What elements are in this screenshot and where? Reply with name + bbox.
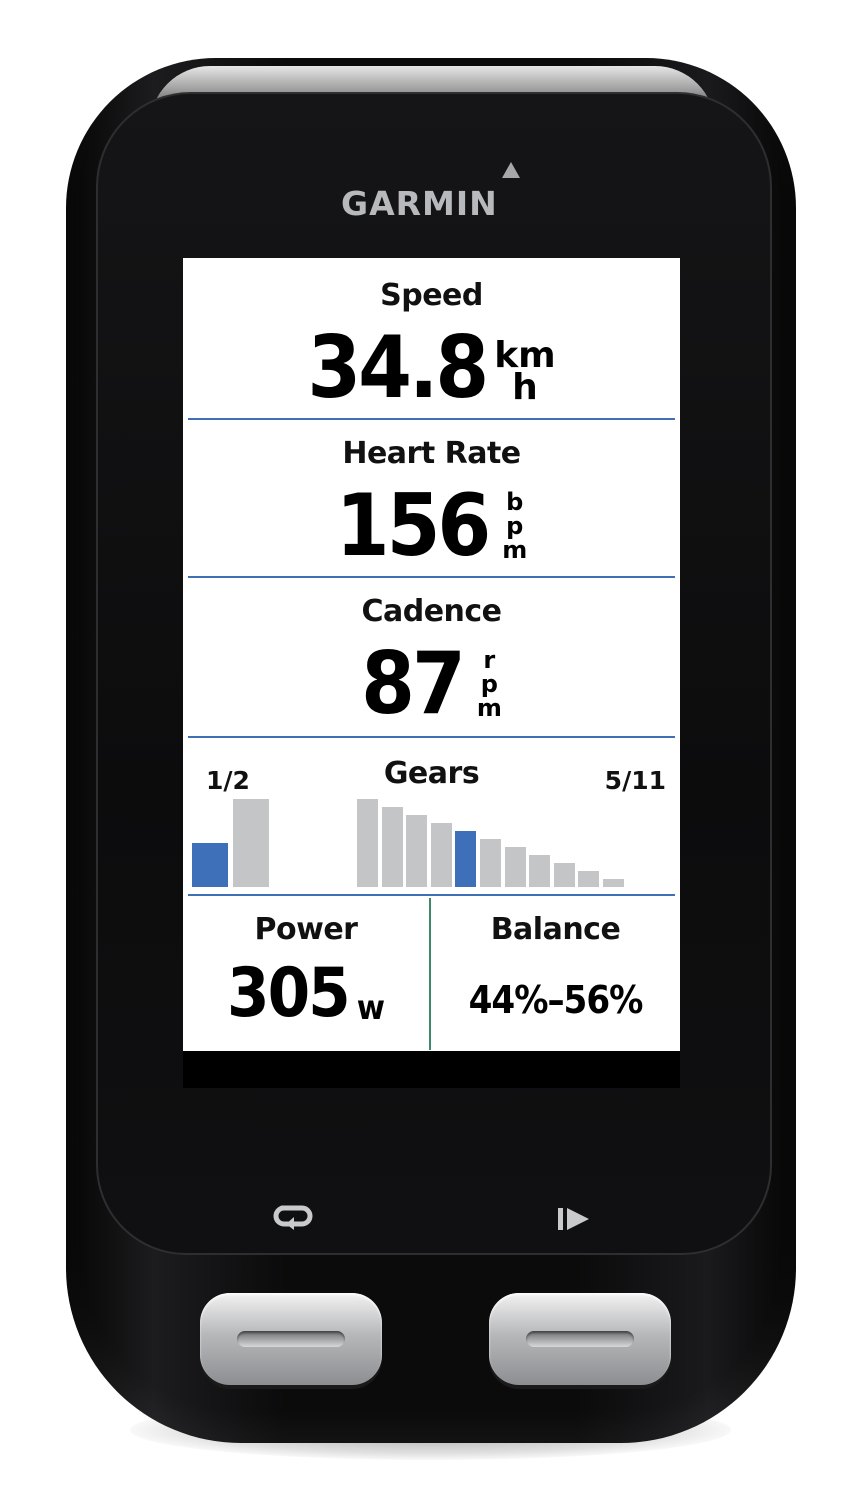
cadence-value: 87 xyxy=(361,634,466,734)
heart-rate-field[interactable]: Heart Rate 156 b p m xyxy=(183,420,680,576)
field-divider xyxy=(188,894,675,896)
field-divider xyxy=(188,736,675,738)
power-unit: w xyxy=(356,988,385,1028)
brand-logo: GARMIN xyxy=(341,184,498,223)
cadence-unit-letter: p xyxy=(480,670,498,698)
power-value: 305 xyxy=(227,954,351,1033)
data-screen[interactable]: Speed 34.8 km h Heart Rate 156 b p m xyxy=(183,258,680,1051)
display: Speed 34.8 km h Heart Rate 156 b p m xyxy=(183,258,680,1088)
power-field[interactable]: Power 305 w xyxy=(183,896,429,1050)
rear-gear-bar xyxy=(406,815,427,887)
cadence-field[interactable]: Cadence 87 r p m xyxy=(183,578,680,736)
cadence-label: Cadence xyxy=(361,594,502,629)
balance-label: Balance xyxy=(490,912,621,947)
cadence-unit-letter: m xyxy=(476,694,502,722)
rear-gear-bar xyxy=(529,855,550,887)
balance-value: 44%–56% xyxy=(468,978,644,1022)
rear-gear-bar xyxy=(554,863,575,887)
rear-gear-readout: 5/11 xyxy=(604,766,666,795)
speed-label: Speed xyxy=(380,278,483,313)
gear-bars xyxy=(183,778,680,887)
rear-gear-bar-selected xyxy=(455,831,476,887)
heart-rate-unit-letter: b xyxy=(506,488,524,516)
power-label: Power xyxy=(254,912,358,947)
lap-icon xyxy=(272,1203,314,1231)
button-groove xyxy=(526,1331,634,1347)
balance-field[interactable]: Balance 44%–56% xyxy=(431,896,680,1050)
field-divider xyxy=(188,576,675,578)
cadence-unit-letter: r xyxy=(483,646,496,674)
brand-logo-delta-icon xyxy=(502,162,520,178)
field-divider xyxy=(188,418,675,420)
start-stop-icon xyxy=(556,1205,592,1233)
gears-label: Gears xyxy=(383,756,480,791)
speed-unit-top: km xyxy=(494,335,556,376)
heart-rate-label: Heart Rate xyxy=(342,436,521,471)
speed-field[interactable]: Speed 34.8 km h xyxy=(183,258,680,418)
front-gear-bar-selected xyxy=(192,843,228,887)
speed-unit-bottom: h xyxy=(512,367,538,408)
front-gear-bar xyxy=(233,799,269,887)
button-groove xyxy=(237,1331,345,1347)
heart-rate-unit-letter: p xyxy=(506,512,524,540)
heart-rate-unit-letter: m xyxy=(502,536,528,564)
rear-gear-bar xyxy=(480,839,501,887)
column-divider xyxy=(429,898,431,1050)
front-gear-readout: 1/2 xyxy=(206,766,250,795)
rear-gear-bar xyxy=(603,879,624,887)
heart-rate-value: 156 xyxy=(335,476,492,576)
rear-gear-bar xyxy=(382,807,403,887)
rear-gear-bar xyxy=(431,823,452,887)
rear-gear-bar xyxy=(357,799,378,887)
lap-button[interactable] xyxy=(200,1293,382,1385)
speed-value: 34.8 xyxy=(307,318,489,418)
rear-gear-bar xyxy=(505,847,526,887)
rear-gear-bar xyxy=(578,871,599,887)
start-stop-button[interactable] xyxy=(489,1293,671,1385)
